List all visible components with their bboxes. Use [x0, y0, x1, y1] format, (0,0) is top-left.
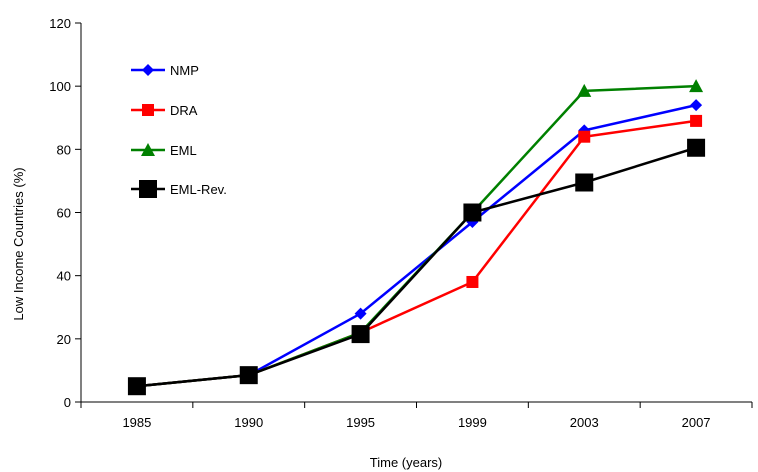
x-axis-title: Time (years): [370, 455, 442, 470]
data-point: [690, 114, 703, 127]
y-tick-label: 0: [64, 395, 71, 410]
legend-label: DRA: [170, 103, 198, 118]
x-axis: 1985 1990 1995 1999 2003 2007: [80, 401, 753, 430]
y-tick-label: 80: [57, 142, 71, 157]
legend-item: DRA: [131, 103, 198, 118]
legend: NMP DRA EML EML-Rev.: [131, 63, 227, 198]
series-line: [136, 84, 697, 388]
x-tick-label: 1995: [346, 415, 375, 430]
series-line: [136, 119, 697, 388]
data-point: [578, 130, 591, 143]
data-point: [351, 325, 370, 344]
legend-item: EML-Rev.: [131, 180, 227, 198]
data-point: [239, 366, 258, 385]
y-axis: 0 20 40 60 80 100 120: [49, 16, 82, 410]
data-point: [354, 307, 367, 320]
series-dra: [130, 114, 703, 393]
series-line: [136, 146, 697, 388]
data-point: [466, 275, 479, 288]
legend-label: EML: [170, 143, 197, 158]
series-eml-rev: [127, 138, 706, 396]
legend-item: EML: [131, 143, 197, 158]
legend-marker: [142, 104, 154, 116]
legend-item: NMP: [131, 63, 199, 78]
legend-marker: [142, 64, 154, 76]
x-tick-label: 2007: [682, 415, 711, 430]
data-point: [127, 377, 146, 396]
data-point: [577, 83, 592, 97]
data-point: [690, 99, 703, 112]
x-tick-label: 1999: [458, 415, 487, 430]
series-line: [136, 103, 697, 388]
legend-marker: [139, 180, 157, 198]
x-tick-label: 2003: [570, 415, 599, 430]
legend-label: NMP: [170, 63, 199, 78]
legend-marker: [141, 143, 155, 156]
legend-label: EML-Rev.: [170, 182, 227, 197]
data-point: [575, 173, 594, 192]
y-tick-label: 120: [49, 16, 71, 31]
x-tick-label: 1985: [122, 415, 151, 430]
data-point: [687, 138, 706, 157]
y-tick-label: 100: [49, 79, 71, 94]
series-nmp: [130, 99, 703, 393]
series-layer: [127, 79, 706, 396]
data-point: [463, 203, 482, 222]
y-tick-label: 40: [57, 269, 71, 284]
y-axis-title: Low Income Countries (%): [11, 167, 26, 320]
data-point: [689, 79, 704, 93]
series-eml: [129, 79, 704, 393]
y-tick-label: 60: [57, 206, 71, 221]
y-tick-label: 20: [57, 332, 71, 347]
x-tick-label: 1990: [234, 415, 263, 430]
